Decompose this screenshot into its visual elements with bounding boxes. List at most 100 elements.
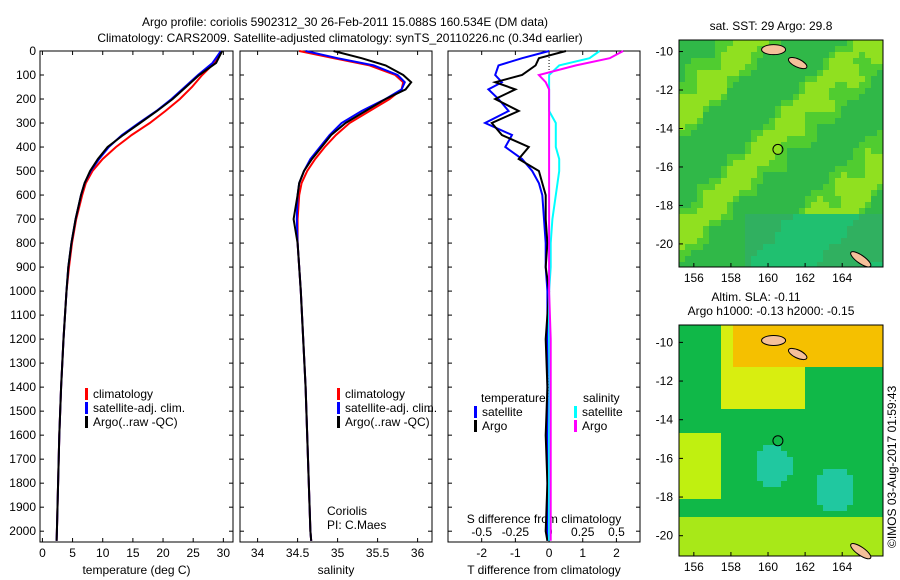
map-cell [733, 541, 739, 547]
map-cell [697, 82, 703, 88]
map-cell [679, 445, 685, 451]
map-cell [877, 481, 883, 487]
map-cell [811, 88, 817, 94]
map-cell [763, 493, 769, 499]
map-cell [865, 106, 871, 112]
map-cell [787, 136, 793, 142]
map-cell [811, 553, 817, 556]
map-cell [871, 553, 877, 556]
map-cell [853, 220, 859, 226]
map-cell [763, 349, 769, 355]
map-cell [799, 40, 805, 46]
map-cell [793, 256, 799, 262]
map-cell [835, 427, 841, 433]
lon-tick-label: 162 [795, 271, 815, 285]
map-cell [775, 76, 781, 82]
map-cell [691, 325, 697, 331]
map-cell [691, 256, 697, 262]
plot-frame [447, 50, 641, 543]
map-cell [721, 361, 727, 367]
map-cell [823, 541, 829, 547]
map-cell [769, 439, 775, 445]
map-cell [745, 154, 751, 160]
map-cell [835, 232, 841, 238]
map-cell [691, 76, 697, 82]
map-cell [781, 439, 787, 445]
map-cell [715, 82, 721, 88]
map-cell [751, 457, 757, 463]
map-cell [847, 349, 853, 355]
map-cell [745, 529, 751, 535]
map-cell [685, 451, 691, 457]
map-cell [739, 136, 745, 142]
map-cell [715, 208, 721, 214]
map-cell [775, 100, 781, 106]
map-cell [823, 355, 829, 361]
map-cell [715, 553, 721, 556]
map-cell [805, 325, 811, 331]
map-cell [799, 172, 805, 178]
map-cell [757, 196, 763, 202]
map-cell [835, 112, 841, 118]
map-cell [847, 112, 853, 118]
map-cell [691, 403, 697, 409]
land-island [787, 57, 808, 70]
map-cell [709, 232, 715, 238]
map-cell [835, 517, 841, 523]
map-cell [703, 172, 709, 178]
map-cell [781, 475, 787, 481]
map-cell [859, 64, 865, 70]
map-cell [709, 427, 715, 433]
map-cell [739, 88, 745, 94]
map-cell [739, 76, 745, 82]
map-cell [871, 385, 877, 391]
map-cell [841, 70, 847, 76]
map-cell [703, 94, 709, 100]
map-cell [709, 529, 715, 535]
map-cell [733, 94, 739, 100]
map-cell [871, 94, 877, 100]
map-cell [691, 469, 697, 475]
map-cell [847, 541, 853, 547]
map-cell [763, 166, 769, 172]
map-cell [817, 445, 823, 451]
map-cell [865, 112, 871, 118]
map-cell [769, 355, 775, 361]
map-cell [781, 553, 787, 556]
map-cell [853, 112, 859, 118]
map-cell [787, 76, 793, 82]
map-cell [847, 196, 853, 202]
map-cell [865, 142, 871, 148]
map-cell [679, 46, 685, 52]
map-cell [769, 94, 775, 100]
map-cell [787, 184, 793, 190]
map-cell [739, 172, 745, 178]
map-cell [835, 226, 841, 232]
map-cell [751, 130, 757, 136]
map-cell [727, 100, 733, 106]
map-cell [721, 118, 727, 124]
map-cell [823, 349, 829, 355]
map-cell [817, 208, 823, 214]
map-cell [739, 355, 745, 361]
map-cell [841, 112, 847, 118]
map-cell [859, 184, 865, 190]
legend-label: climatology [345, 387, 405, 401]
map-cell [871, 46, 877, 52]
map-cell [763, 160, 769, 166]
map-cell [871, 511, 877, 517]
map-cell [703, 64, 709, 70]
map-cell [721, 88, 727, 94]
map-cell [829, 166, 835, 172]
map-cell [877, 226, 883, 232]
map-cell [763, 463, 769, 469]
map-cell [877, 529, 883, 535]
map-cell [685, 250, 691, 256]
map-cell [835, 421, 841, 427]
map-cell [829, 445, 835, 451]
map-cell [679, 499, 685, 505]
map-cell [733, 409, 739, 415]
map-cell [763, 76, 769, 82]
map-cell [721, 445, 727, 451]
map-cell [679, 88, 685, 94]
